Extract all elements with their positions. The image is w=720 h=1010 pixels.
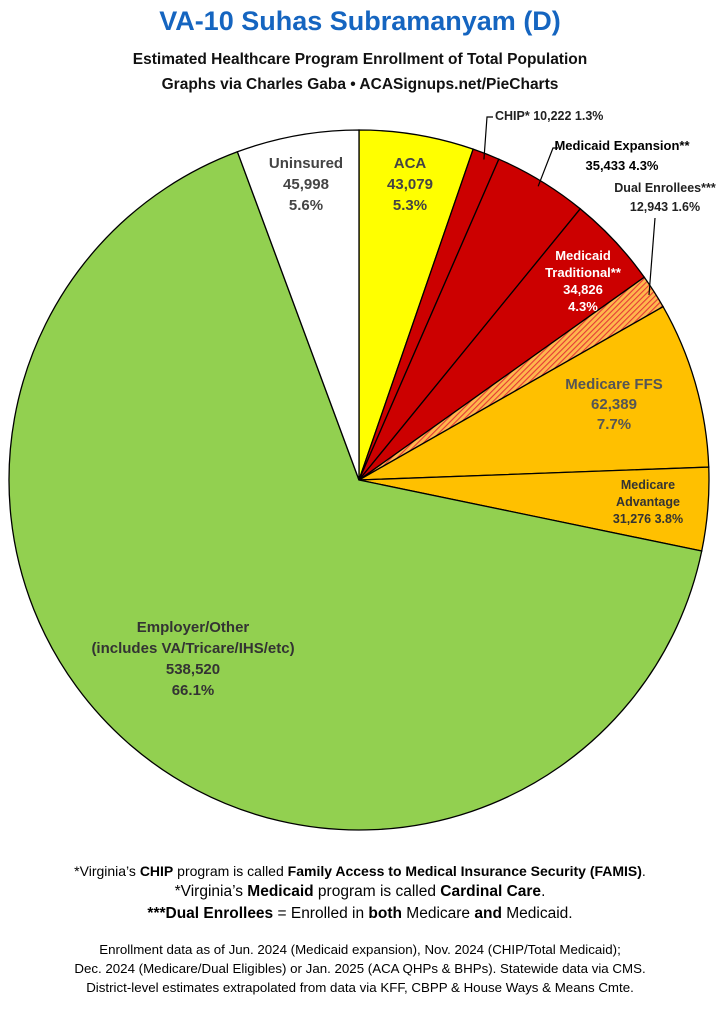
- pie-slice-employer-other: [8, 150, 703, 831]
- slice-label-uninsured: Uninsured 45,998 5.6%: [269, 155, 343, 214]
- pie-slice-uninsured: [236, 129, 360, 481]
- slice-label-chip: CHIP* 10,222 1.3%: [495, 109, 603, 123]
- pie-slice-medicare-ffs: [358, 305, 710, 481]
- footnote-medicaid: *Virginia’s Medicaid program is called C…: [174, 883, 546, 900]
- source-line-3: District-level estimates extrapolated fr…: [86, 980, 634, 995]
- chart-credit: Graphs via Charles Gaba • ACASignups.net…: [161, 76, 559, 93]
- source-line-2: Dec. 2024 (Medicare/Dual Eligibles) or J…: [74, 961, 646, 976]
- footnotes: *Virginia’s CHIP program is called Famil…: [0, 862, 720, 925]
- chart-subtitle: Estimated Healthcare Program Enrollment …: [132, 51, 588, 68]
- slice-label-employer-other: Employer/Other (includes VA/Tricare/IHS/e…: [91, 619, 294, 699]
- pie-chart: ACA 43,079 5.3% CHIP* 10,222 1.3% Medicaid E…: [8, 109, 716, 831]
- footnote-dual: ***Dual Enrollees = Enrolled in both Med…: [147, 905, 573, 922]
- source-line-1: Enrollment data as of Jun. 2024 (Medicai…: [99, 942, 621, 957]
- slice-label-aca: ACA 43,079 5.3%: [387, 155, 433, 214]
- slice-label-medicare-ffs: Medicare FFS 62,389 7.7%: [565, 376, 663, 433]
- slice-label-medicare-advantage: Medicare Advantage 31,276 3.8%: [613, 478, 683, 526]
- slice-label-dual-enrollees: Dual Enrollees*** 12,943 1.6%: [614, 181, 716, 214]
- slice-label-medicaid-traditional: Medicaid Traditional** 34,826 4.3%: [545, 248, 622, 314]
- leader-line-dual-enrollees: [648, 217, 656, 296]
- leader-line-medicaid-expansion: [537, 147, 558, 187]
- footnote-chip: *Virginia’s CHIP program is called Famil…: [74, 863, 646, 879]
- chart-title: VA-10 Suhas Subramanyam (D): [159, 6, 561, 36]
- leader-line-chip: [483, 116, 493, 160]
- slice-label-medicaid-expansion: Medicaid Expansion** 35,433 4.3%: [554, 138, 690, 173]
- sources-note: Enrollment data as of Jun. 2024 (Medicai…: [0, 940, 720, 997]
